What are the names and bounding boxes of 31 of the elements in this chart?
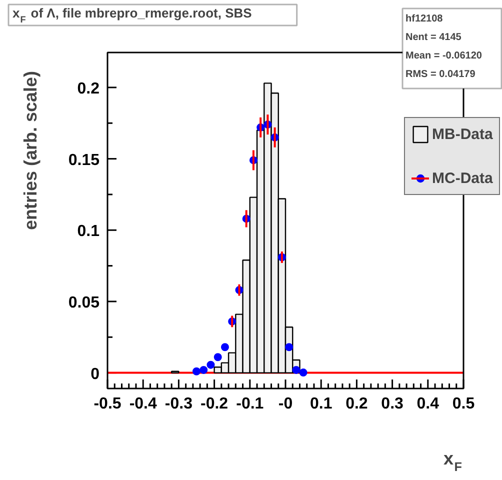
point: [292, 366, 300, 374]
text: Nent = 4145: [406, 32, 462, 43]
x-tick-label: -0: [278, 396, 293, 412]
point: [299, 368, 308, 377]
point: [285, 343, 294, 352]
point: [192, 367, 200, 376]
point: [206, 360, 215, 369]
y-tick-label: 0.1: [77, 223, 100, 240]
y-axis-title: entries (arb. scale): [20, 70, 40, 230]
legend-label: MB-Data: [432, 126, 493, 142]
x-tick-label: 0.4: [416, 396, 440, 412]
x-tick-label: -0.2: [200, 396, 228, 412]
x-tick-label: -0.4: [129, 396, 157, 412]
text: hf12108: [406, 14, 444, 24]
x-tick-label: -0.3: [164, 396, 193, 412]
point: [214, 353, 222, 362]
x-tick-label: 0.1: [310, 396, 332, 412]
point: [220, 343, 229, 352]
x-tick-label: -0.5: [94, 396, 122, 412]
point: [200, 366, 208, 374]
y-tick-label: 0.15: [68, 152, 100, 169]
y-tick-label: 0: [90, 366, 100, 383]
y-tick-label: 0.05: [68, 294, 100, 312]
x-tick-label: -0.1: [236, 396, 264, 412]
x-tick-label: 0.5: [452, 396, 475, 412]
annotation: Mean = -0.06120: [406, 50, 482, 62]
x-tick-label: 0.2: [346, 396, 368, 412]
y-tick-label: 0.2: [77, 80, 100, 98]
annotation: RMS = 0.04179: [406, 69, 476, 80]
legend-label: MC-Data: [432, 170, 493, 186]
x-tick-label: 0.3: [381, 396, 404, 412]
